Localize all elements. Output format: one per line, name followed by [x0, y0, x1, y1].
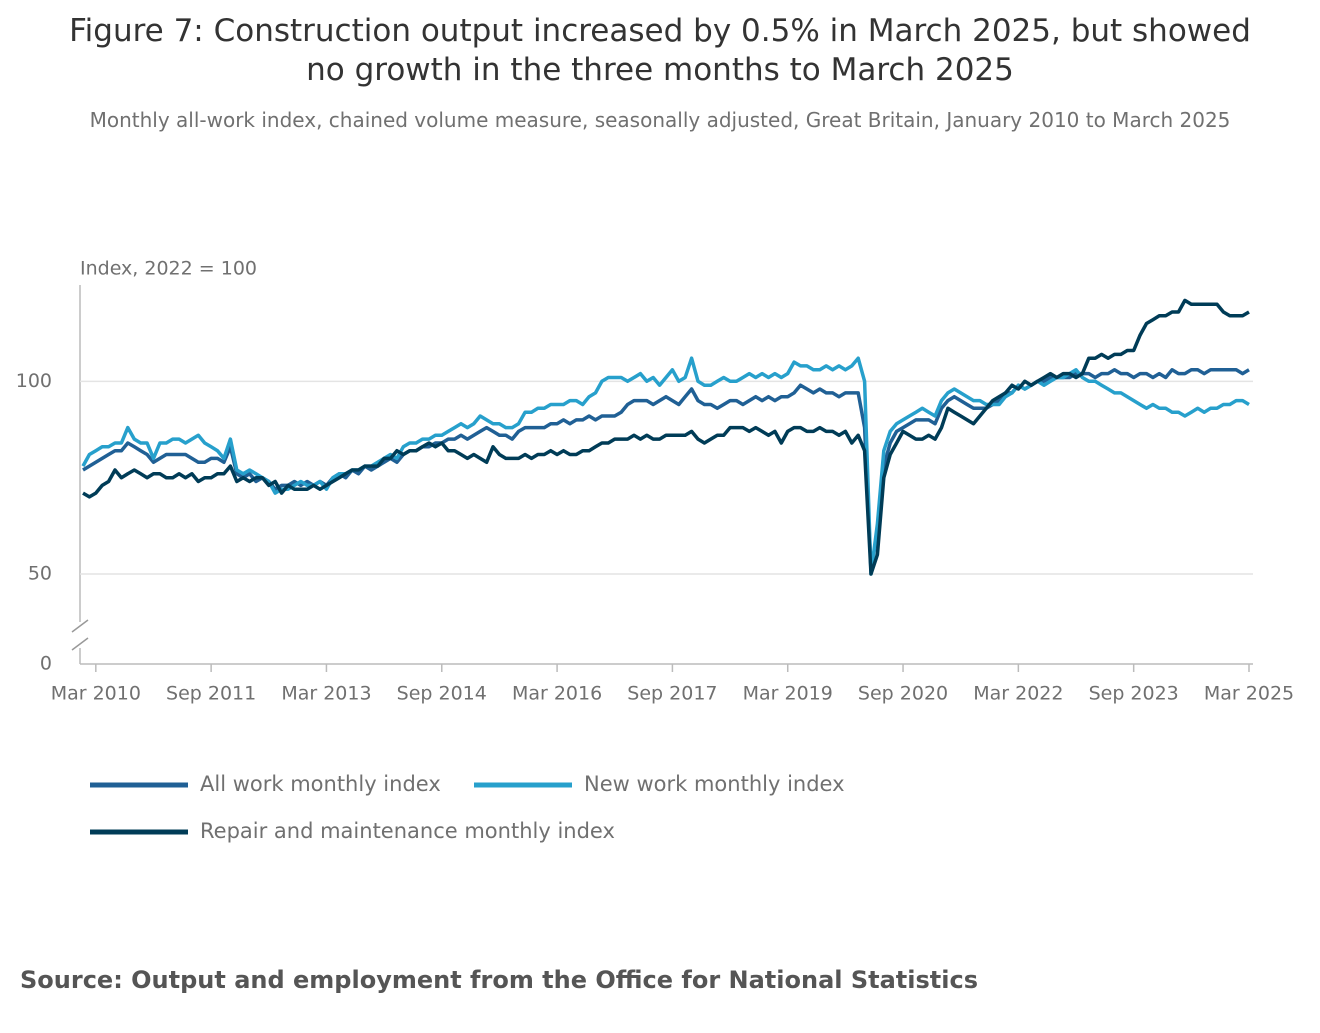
x-tick-label: Mar 2019 — [743, 683, 833, 705]
x-tick-label: Sep 2017 — [627, 683, 717, 705]
x-tick-label: Sep 2011 — [166, 683, 256, 705]
axis-break — [71, 637, 89, 651]
y-tick-label: 50 — [28, 563, 52, 585]
legend-label: All work monthly index — [200, 772, 441, 796]
x-tick-label: Mar 2025 — [1204, 683, 1294, 705]
x-tick-label: Mar 2013 — [281, 683, 371, 705]
legend-label: Repair and maintenance monthly index — [200, 819, 615, 843]
x-tick-label: Sep 2014 — [397, 683, 487, 705]
x-tick-label: Sep 2020 — [858, 683, 948, 705]
x-tick-label: Mar 2016 — [512, 683, 602, 705]
source: Source: Output and employment from the O… — [20, 966, 978, 994]
y-tick-label: 100 — [16, 370, 52, 392]
y-axis-label: Index, 2022 = 100 — [80, 258, 257, 280]
axis-break — [71, 619, 89, 633]
line-series — [81, 356, 1250, 576]
line-series — [82, 298, 1250, 576]
chart-subtitle: Monthly all-work index, chained volume m… — [89, 108, 1231, 132]
x-tick-label: Sep 2023 — [1089, 683, 1179, 705]
x-tick-label: Mar 2010 — [51, 683, 141, 705]
chart-title: Figure 7: Construction output increased … — [69, 13, 1251, 88]
y-tick-label: 0 — [40, 653, 52, 675]
line-series — [82, 368, 1250, 572]
chart: Index, 2022 = 100 0 50 100 Mar 2010 Sep 2011… — [16, 258, 1294, 844]
legend-label: New work monthly index — [584, 772, 845, 796]
x-tick-label: Mar 2022 — [973, 683, 1063, 705]
